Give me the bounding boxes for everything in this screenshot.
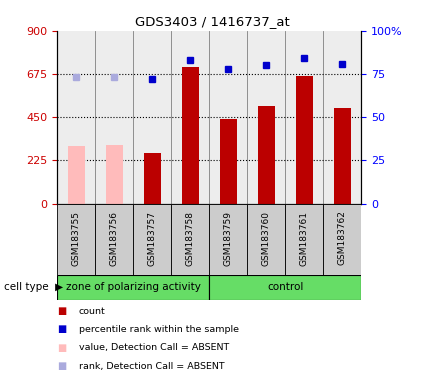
Bar — [258, 106, 275, 204]
Bar — [323, 204, 361, 275]
Bar — [106, 145, 123, 204]
Bar — [334, 108, 351, 204]
Bar — [133, 31, 171, 204]
Text: ■: ■ — [57, 343, 67, 353]
Text: GSM183759: GSM183759 — [224, 211, 233, 266]
Bar — [323, 31, 361, 204]
Bar — [57, 31, 95, 204]
Bar — [296, 76, 313, 204]
Bar — [209, 275, 361, 300]
Bar — [171, 204, 209, 275]
Bar — [144, 152, 161, 204]
Text: GSM183757: GSM183757 — [148, 211, 157, 266]
Bar — [133, 204, 171, 275]
Bar — [95, 204, 133, 275]
Text: count: count — [79, 306, 105, 316]
Bar — [95, 31, 133, 204]
Text: GDS3403 / 1416737_at: GDS3403 / 1416737_at — [135, 15, 290, 28]
Text: ■: ■ — [57, 324, 67, 334]
Text: GSM183758: GSM183758 — [186, 211, 195, 266]
Bar — [57, 204, 95, 275]
Text: control: control — [267, 282, 303, 292]
Text: zone of polarizing activity: zone of polarizing activity — [66, 282, 201, 292]
Text: GSM183762: GSM183762 — [338, 211, 347, 265]
Bar — [68, 146, 85, 204]
Text: value, Detection Call = ABSENT: value, Detection Call = ABSENT — [79, 343, 229, 353]
Bar — [57, 275, 209, 300]
Text: GSM183761: GSM183761 — [300, 211, 309, 266]
Text: rank, Detection Call = ABSENT: rank, Detection Call = ABSENT — [79, 362, 224, 371]
Text: GSM183760: GSM183760 — [262, 211, 271, 266]
Bar — [209, 204, 247, 275]
Bar — [285, 204, 323, 275]
Bar — [247, 204, 285, 275]
Bar — [182, 67, 199, 204]
Text: GSM183756: GSM183756 — [110, 211, 119, 266]
Text: cell type  ▶: cell type ▶ — [4, 282, 63, 292]
Bar — [209, 31, 247, 204]
Text: ■: ■ — [57, 306, 67, 316]
Text: percentile rank within the sample: percentile rank within the sample — [79, 325, 238, 334]
Bar — [285, 31, 323, 204]
Text: GSM183755: GSM183755 — [72, 211, 81, 266]
Text: ■: ■ — [57, 361, 67, 371]
Bar — [220, 119, 237, 204]
Bar — [171, 31, 209, 204]
Bar — [247, 31, 285, 204]
